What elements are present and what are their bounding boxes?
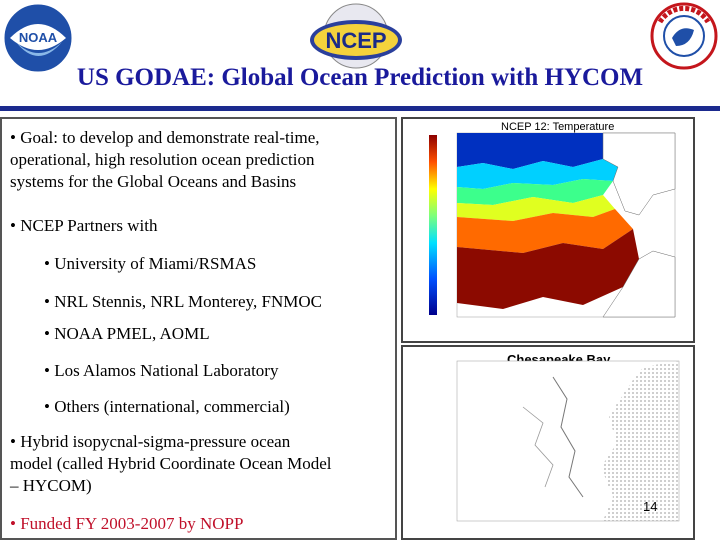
chesapeake-bay-map — [456, 360, 680, 522]
colorbar — [429, 135, 437, 315]
partner-item: • NOAA PMEL, AOML — [44, 324, 210, 343]
noaa-logo: NOAA — [3, 3, 73, 73]
title-divider — [0, 106, 720, 111]
nws-logo — [650, 2, 718, 70]
ncep-logo: NCEP — [310, 3, 402, 69]
temperature-map-panel: NCEP 12: Temperature — [401, 117, 695, 343]
goal-bullet-line-1: • Goal: to develop and demonstrate real-… — [10, 128, 320, 147]
page-title: US GODAE: Global Ocean Prediction with H… — [76, 64, 644, 91]
hycom-bullet-line-1: • Hybrid isopycnal-sigma-pressure ocean — [10, 432, 291, 451]
svg-text:NOAA: NOAA — [19, 30, 58, 45]
partner-item: • Los Alamos National Laboratory — [44, 361, 279, 380]
temperature-map — [429, 132, 676, 318]
partner-item: • NRL Stennis, NRL Monterey, FNMOC — [44, 292, 322, 311]
goal-bullet-line-3: systems for the Global Oceans and Basins — [10, 172, 297, 191]
svg-text:NCEP: NCEP — [325, 28, 386, 53]
bullet-text-box: • Goal: to develop and demonstrate real-… — [0, 117, 397, 540]
partner-item: • Others (international, commercial) — [44, 397, 290, 416]
hycom-bullet-line-2: model (called Hybrid Coordinate Ocean Mo… — [10, 454, 332, 473]
partners-bullet: • NCEP Partners with — [10, 216, 158, 235]
chesapeake-bay-panel: Chesapeake Bay 14 — [401, 345, 695, 540]
hycom-bullet-line-3: – HYCOM) — [10, 476, 92, 495]
goal-bullet-line-2: operational, high resolution ocean predi… — [10, 150, 315, 169]
funded-bullet: • Funded FY 2003-2007 by NOPP — [10, 514, 244, 533]
partner-item: • University of Miami/RSMAS — [44, 254, 257, 273]
page-number: 14 — [643, 499, 658, 514]
temperature-map-title: NCEP 12: Temperature — [501, 121, 615, 133]
